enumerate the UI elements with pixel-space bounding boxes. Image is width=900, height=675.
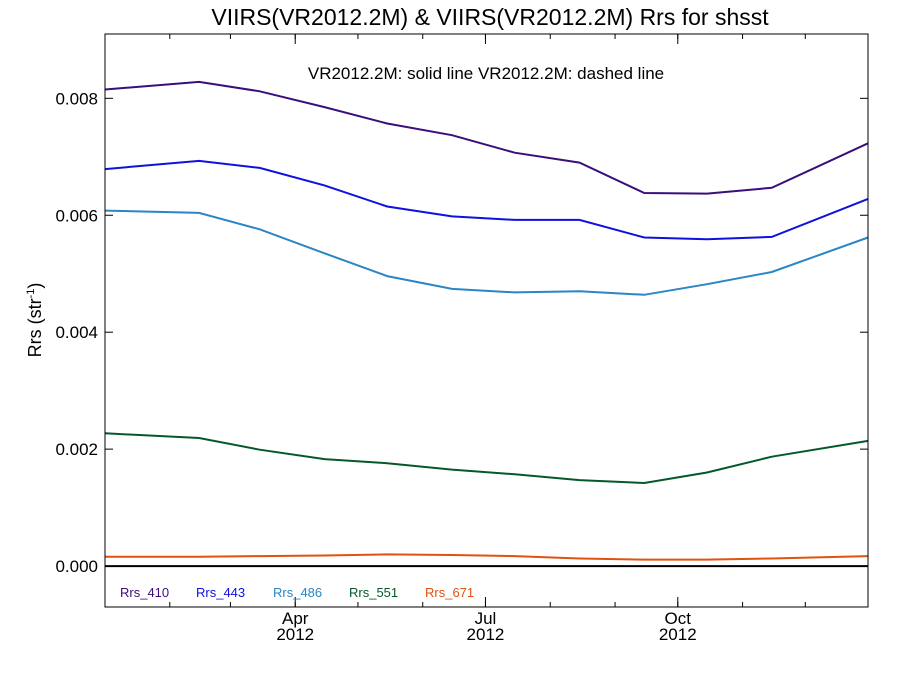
series-line-rrs-551 [104,432,869,485]
x-tick-year-label: 2012 [467,625,505,644]
chart-annotation: VR2012.2M: solid line VR2012.2M: dashed … [308,64,664,83]
y-tick-label: 0.002 [55,440,98,459]
x-tick-year-label: 2012 [276,625,314,644]
chart-title: VIIRS(VR2012.2M) & VIIRS(VR2012.2M) Rrs … [211,4,769,30]
legend-item-rrs-486: Rrs_486 [273,585,322,600]
x-tick-year-label: 2012 [659,625,697,644]
axes-layer: 0.0000.0020.0040.0060.008Apr2012Jul2012O… [55,33,869,644]
legend: Rrs_410 Rrs_443 Rrs_486 Rrs_551 Rrs_671 [120,585,474,600]
legend-item-rrs-551: Rrs_551 [349,585,398,600]
x-tick-label: Jul [475,609,497,628]
y-axis-label: Rrs (str-1) [25,283,45,358]
series-layer [104,80,869,561]
y-tick-label: 0.006 [55,206,98,225]
y-tick-label: 0.008 [55,89,98,108]
legend-item-rrs-410: Rrs_410 [120,585,169,600]
series-line-rrs-486 [104,209,869,296]
y-tick-label: 0.000 [55,557,98,576]
legend-item-rrs-671: Rrs_671 [425,585,474,600]
x-tick-label: Apr [282,609,309,628]
series-line-rrs-410 [104,80,869,195]
series-line-rrs-671 [105,553,869,561]
series-line-rrs-443 [104,159,869,241]
x-tick-label: Oct [665,609,692,628]
y-tick-label: 0.004 [55,323,98,342]
plot-frame [104,33,869,608]
legend-item-rrs-443: Rrs_443 [196,585,245,600]
